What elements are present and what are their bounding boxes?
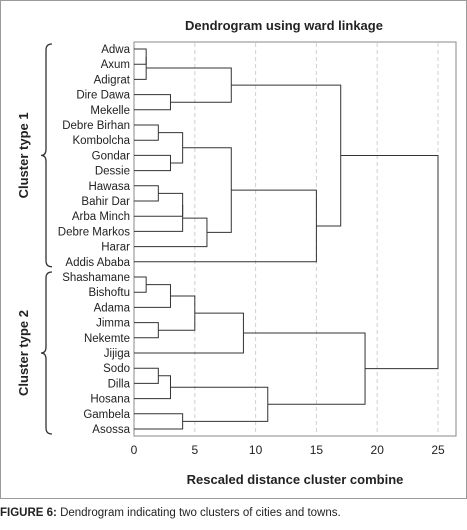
dendrogram-link-c11: [134, 217, 208, 248]
leaf-label-arba-minch: Arba Minch: [72, 211, 130, 223]
leaf-label-bahir-dar: Bahir Dar: [81, 196, 130, 208]
leaf-label-adigrat: Adigrat: [94, 74, 131, 86]
leaf-labels: Adwa Axum Adigrat Dire Dawa Mekelle Debre Bir…: [58, 44, 131, 436]
dendrogram-link-c10: [134, 204, 184, 232]
leaf-label-hosana: Hosana: [90, 394, 130, 406]
leaf-label-debre-markos: Debre Markos: [58, 226, 130, 238]
chart-title: Dendrogram using ward linkage: [185, 18, 383, 33]
leaf-label-harar: Harar: [101, 242, 130, 254]
caption-label: FIGURE 6:: [0, 507, 57, 519]
dendrogram-link-c3: [134, 94, 171, 111]
leaf-label-addis-ababa: Addis Ababa: [65, 257, 130, 269]
leaf-label-jimma: Jimma: [96, 318, 130, 330]
leaf-label-dessie: Dessie: [95, 166, 130, 178]
figure-caption: FIGURE 6: Dendrogram indicating two clus…: [0, 505, 467, 521]
cluster-label-cluster-type-2: Cluster type 2: [16, 310, 31, 396]
dendrogram-links: [134, 48, 439, 430]
leaf-label-kombolcha: Kombolcha: [72, 135, 130, 147]
dendrogram-link-c23: [170, 386, 269, 422]
x-tick-label: 20: [371, 443, 385, 457]
leaf-label-bishoftu: Bishoftu: [88, 287, 130, 299]
cluster-groups: Cluster type 1 Cluster type 2: [16, 43, 53, 435]
dendrogram-link-c8: [134, 185, 159, 202]
dendrogram-link-c22: [134, 413, 184, 430]
leaf-label-asossa: Asossa: [92, 424, 130, 436]
dendrogram-link-c21: [134, 375, 171, 400]
leaf-label-gambela: Gambela: [83, 409, 130, 421]
x-tick-label: 25: [431, 443, 445, 457]
x-tick-label: 5: [191, 443, 198, 457]
leaf-label-sodo: Sodo: [103, 363, 130, 375]
leaf-label-nekemte: Nekemte: [84, 333, 130, 345]
x-tick-label: 0: [131, 443, 138, 457]
dendrogram-link-c17: [134, 322, 159, 339]
leaf-label-dire-dawa: Dire Dawa: [76, 90, 130, 102]
leaf-label-debre-birhan: Debre Birhan: [62, 120, 130, 132]
x-tick-label: 10: [249, 443, 263, 457]
dendrogram-link-c25: [340, 155, 439, 370]
dendrogram-link-c20: [134, 367, 159, 384]
dendrogram-link-c4: [146, 67, 232, 103]
leaf-label-shashamane: Shashamane: [62, 272, 130, 284]
leaf-label-adwa: Adwa: [101, 44, 130, 56]
dendrogram-link-c1: [134, 48, 147, 65]
leaf-label-gondar: Gondar: [92, 150, 131, 162]
caption-text: Dendrogram indicating two clusters of ci…: [56, 507, 341, 519]
dendrogram-link-c19: [134, 312, 244, 354]
x-tick-label: 15: [310, 443, 324, 457]
dendrogram-link-c5: [134, 124, 159, 141]
x-axis-label: Rescaled distance cluster combine: [187, 472, 404, 487]
dendrogram-link-c16: [134, 284, 171, 308]
figure-panel: Dendrogram using ward linkage Adwa Axum Ad…: [0, 0, 467, 499]
dendrogram-link-c14: [231, 84, 342, 227]
dendrogram-link-c13: [134, 189, 317, 263]
plot-area: [133, 41, 457, 437]
dendrogram-chart: Dendrogram using ward linkage AdwaAxumAd…: [16, 18, 457, 487]
dendrogram-link-c15: [134, 276, 147, 293]
dendrogram-link-c24: [243, 332, 366, 405]
dendrogram-link-c18: [158, 295, 196, 331]
leaf-label-axum: Axum: [101, 59, 130, 71]
leaf-label-hawasa: Hawasa: [88, 181, 130, 193]
leaf-label-mekelle: Mekelle: [90, 105, 130, 117]
dendrogram-link-c2: [134, 56, 147, 80]
leaf-label-adama: Adama: [94, 302, 131, 314]
cluster-bracket-cluster-type-1: [40, 43, 53, 268]
x-axis-ticks: 0 5 10 15 20 25: [131, 443, 445, 457]
dendrogram-link-c6: [134, 154, 171, 172]
leaf-label-dilla: Dilla: [108, 378, 131, 390]
leaf-label-jijiga: Jijiga: [104, 348, 131, 360]
cluster-bracket-cluster-type-2: [40, 271, 53, 435]
cluster-label-cluster-type-1: Cluster type 1: [16, 112, 31, 198]
